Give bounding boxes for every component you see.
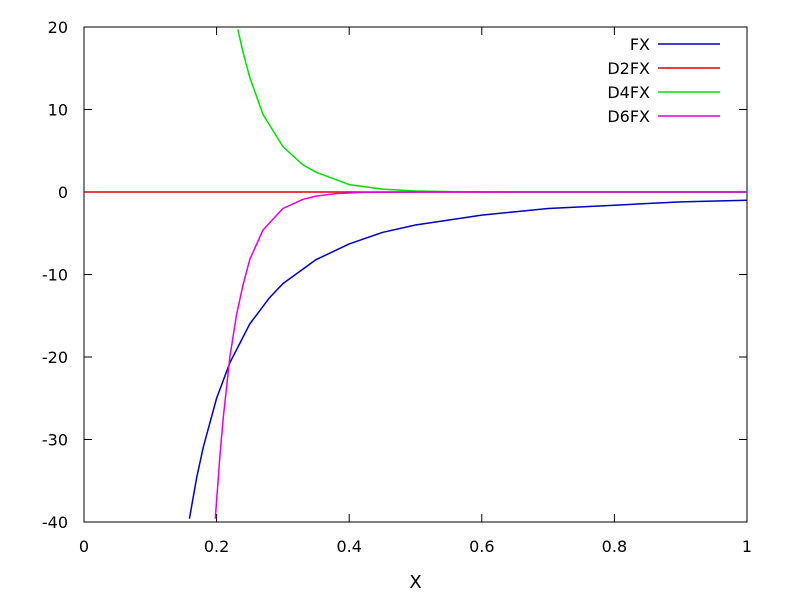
x-tick-label: 0.8 (602, 537, 627, 556)
x-axis-label: X (409, 572, 421, 593)
x-tick-label: 0 (79, 537, 89, 556)
series-line-d6fx (214, 191, 747, 519)
y-tick-label: 10 (48, 101, 68, 120)
legend-label: D6FX (607, 107, 650, 126)
x-axis-ticks: 0 0.2 0.4 0.6 0.8 1 (79, 27, 752, 556)
y-tick-label: -20 (42, 348, 68, 367)
y-tick-label: 0 (58, 183, 68, 202)
y-tick-label: 20 (48, 18, 68, 37)
x-tick-label: 1 (742, 537, 752, 556)
legend-label: D2FX (607, 59, 650, 78)
y-tick-label: -10 (42, 266, 68, 285)
x-tick-label: 0.2 (204, 537, 229, 556)
x-tick-label: 0.6 (469, 537, 494, 556)
legend-label: FX (630, 35, 650, 54)
series-layer (84, 29, 747, 519)
y-tick-label: -40 (42, 513, 68, 532)
x-tick-label: 0.4 (336, 537, 361, 556)
legend: FX D2FX D4FX D6FX (607, 35, 720, 126)
series-line-d4fx (237, 29, 747, 193)
y-tick-label: -30 (42, 431, 68, 450)
legend-label: D4FX (607, 83, 650, 102)
series-line-fx (188, 199, 747, 519)
y-axis-ticks: -40 -30 -20 -10 0 10 20 (42, 18, 747, 532)
